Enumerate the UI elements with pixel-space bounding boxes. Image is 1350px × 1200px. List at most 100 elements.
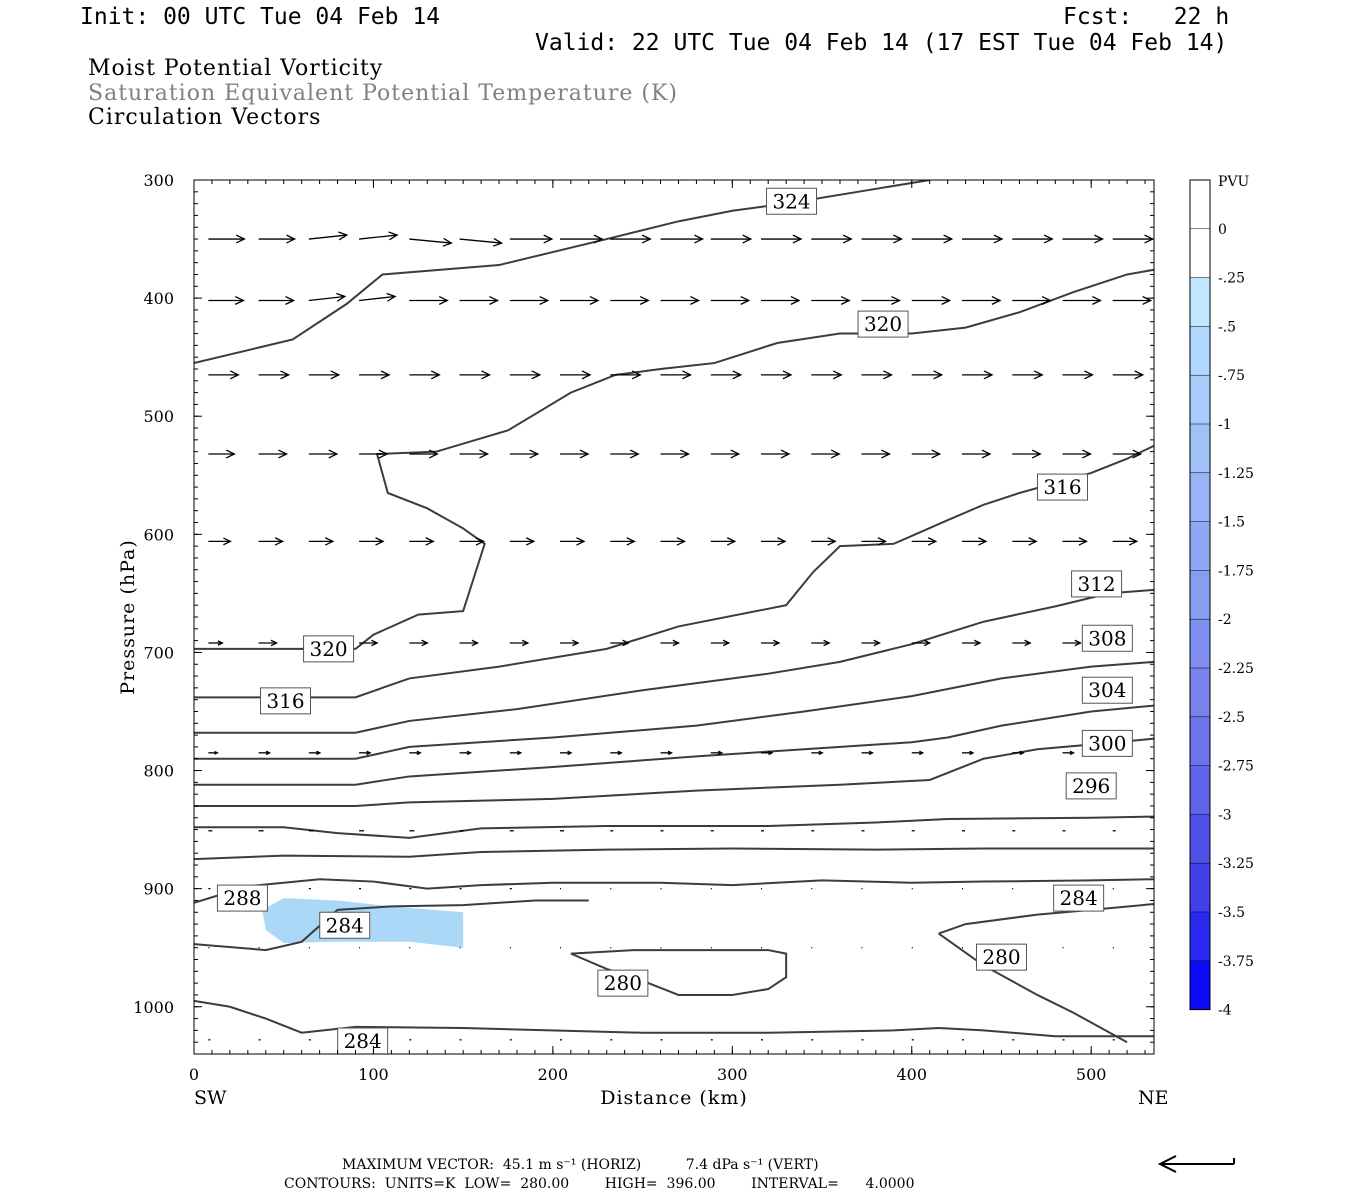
y-tick-label: 300	[143, 171, 174, 190]
title-vectors: Circulation Vectors	[88, 105, 322, 130]
svg-text:284: 284	[326, 913, 364, 937]
wind-vector	[861, 750, 875, 756]
wind-vector	[1012, 750, 1025, 756]
ne-label: NE	[1138, 1087, 1169, 1109]
wind-vector	[208, 370, 240, 380]
wind-vector	[258, 449, 289, 459]
contour-info-line: CONTOURS: UNITS=K LOW= 280.00 HIGH= 396.…	[284, 1176, 915, 1192]
wind-vector	[660, 234, 705, 244]
wind-vector	[911, 295, 952, 305]
colorbar-cell	[1190, 716, 1210, 766]
colorbar: 0 -.25 -.5 -.75 -1 -1.25 -1.5 -1.75 -2 -2.25 -2.5 -…	[1189, 179, 1254, 1019]
wind-vector	[761, 370, 793, 380]
wind-vector	[1012, 537, 1038, 546]
contour-304	[194, 704, 1154, 786]
colorbar-label: -1	[1218, 417, 1232, 433]
wind-vector	[911, 234, 954, 244]
contour-label: 300	[1081, 729, 1133, 757]
svg-text:316: 316	[1043, 475, 1081, 499]
svg-text:296: 296	[1072, 774, 1110, 798]
wind-vector	[710, 639, 731, 647]
wind-vector	[861, 639, 882, 647]
colorbar-label: -2	[1218, 612, 1232, 628]
wind-vector	[1012, 449, 1042, 459]
wind-vector	[610, 750, 623, 756]
wind-vector	[610, 537, 636, 546]
colorbar-label: -.5	[1218, 319, 1236, 335]
contour-280	[938, 932, 1128, 1044]
wind-vector	[610, 234, 652, 244]
wind-vector	[811, 537, 837, 546]
wind-vector	[359, 639, 379, 647]
wind-vector	[962, 295, 1002, 305]
wind-vector	[258, 537, 285, 546]
wind-vector	[761, 537, 787, 546]
svg-text:280: 280	[604, 971, 642, 995]
wind-vector	[459, 639, 480, 647]
colorbar-label: -2.5	[1218, 710, 1245, 726]
wind-vector	[258, 234, 297, 244]
wind-vector	[208, 537, 232, 546]
y-tick-label: 500	[143, 407, 174, 426]
reference-vector-icon	[1157, 1155, 1235, 1173]
y-tick-label: 600	[143, 525, 174, 544]
wind-vector	[509, 295, 550, 305]
y-tick-label: 1000	[133, 998, 174, 1017]
contour-label: 312	[1071, 570, 1123, 598]
contour-312	[194, 588, 1154, 734]
wind-vector	[409, 295, 449, 305]
wind-vector	[861, 234, 904, 244]
wind-vector	[459, 237, 504, 247]
title-theta-es: Saturation Equivalent Potential Temperat…	[88, 81, 678, 106]
wind-vector	[610, 295, 650, 305]
contour-label: 284	[319, 911, 371, 939]
svg-text:308: 308	[1088, 626, 1126, 650]
wind-vector	[208, 234, 246, 244]
title-mpv: Moist Potential Vorticity	[88, 56, 384, 81]
y-tick-label: 800	[143, 762, 174, 781]
wind-vector	[409, 370, 441, 380]
wind-vector	[509, 449, 540, 459]
wind-vector	[660, 449, 691, 459]
colorbar-cell	[1190, 960, 1210, 1010]
wind-vector	[560, 370, 592, 380]
wind-vector	[509, 639, 530, 647]
wind-vector	[459, 449, 490, 459]
wind-vector	[409, 237, 453, 247]
colorbar-cell	[1190, 180, 1210, 229]
wind-vector	[459, 295, 500, 305]
wind-vector	[308, 231, 349, 241]
wind-vector	[610, 370, 642, 380]
wind-vector	[761, 234, 803, 244]
wind-vector	[560, 234, 604, 244]
contour-label: 316	[260, 687, 312, 715]
wind-vector	[1112, 449, 1143, 459]
wind-vector	[208, 449, 236, 459]
svg-text:320: 320	[864, 312, 902, 336]
wind-vector	[359, 231, 399, 241]
colorbar-label: -1.75	[1218, 563, 1254, 579]
wind-vector	[258, 370, 291, 380]
contour-284	[194, 999, 1154, 1038]
contour-label: 308	[1081, 624, 1133, 652]
wind-vector	[861, 295, 902, 305]
wind-vector	[359, 292, 397, 302]
wind-vector	[308, 537, 335, 546]
contour-label: 280	[975, 943, 1027, 971]
wind-vector	[1012, 639, 1032, 647]
y-tick-label: 900	[143, 880, 174, 899]
colorbar-cell	[1190, 765, 1210, 815]
wind-vector	[409, 449, 439, 459]
wind-vector	[811, 370, 843, 380]
wind-vector	[911, 639, 932, 647]
colorbar-cell	[1190, 814, 1210, 864]
wind-vector	[258, 295, 296, 305]
wind-vector	[911, 537, 938, 546]
colorbar-label: -1.25	[1218, 466, 1254, 482]
contour-308	[194, 660, 1154, 760]
wind-vector	[1062, 295, 1102, 305]
vector-layer	[208, 231, 1154, 1041]
contour-300	[194, 737, 1154, 807]
svg-text:280: 280	[982, 945, 1020, 969]
